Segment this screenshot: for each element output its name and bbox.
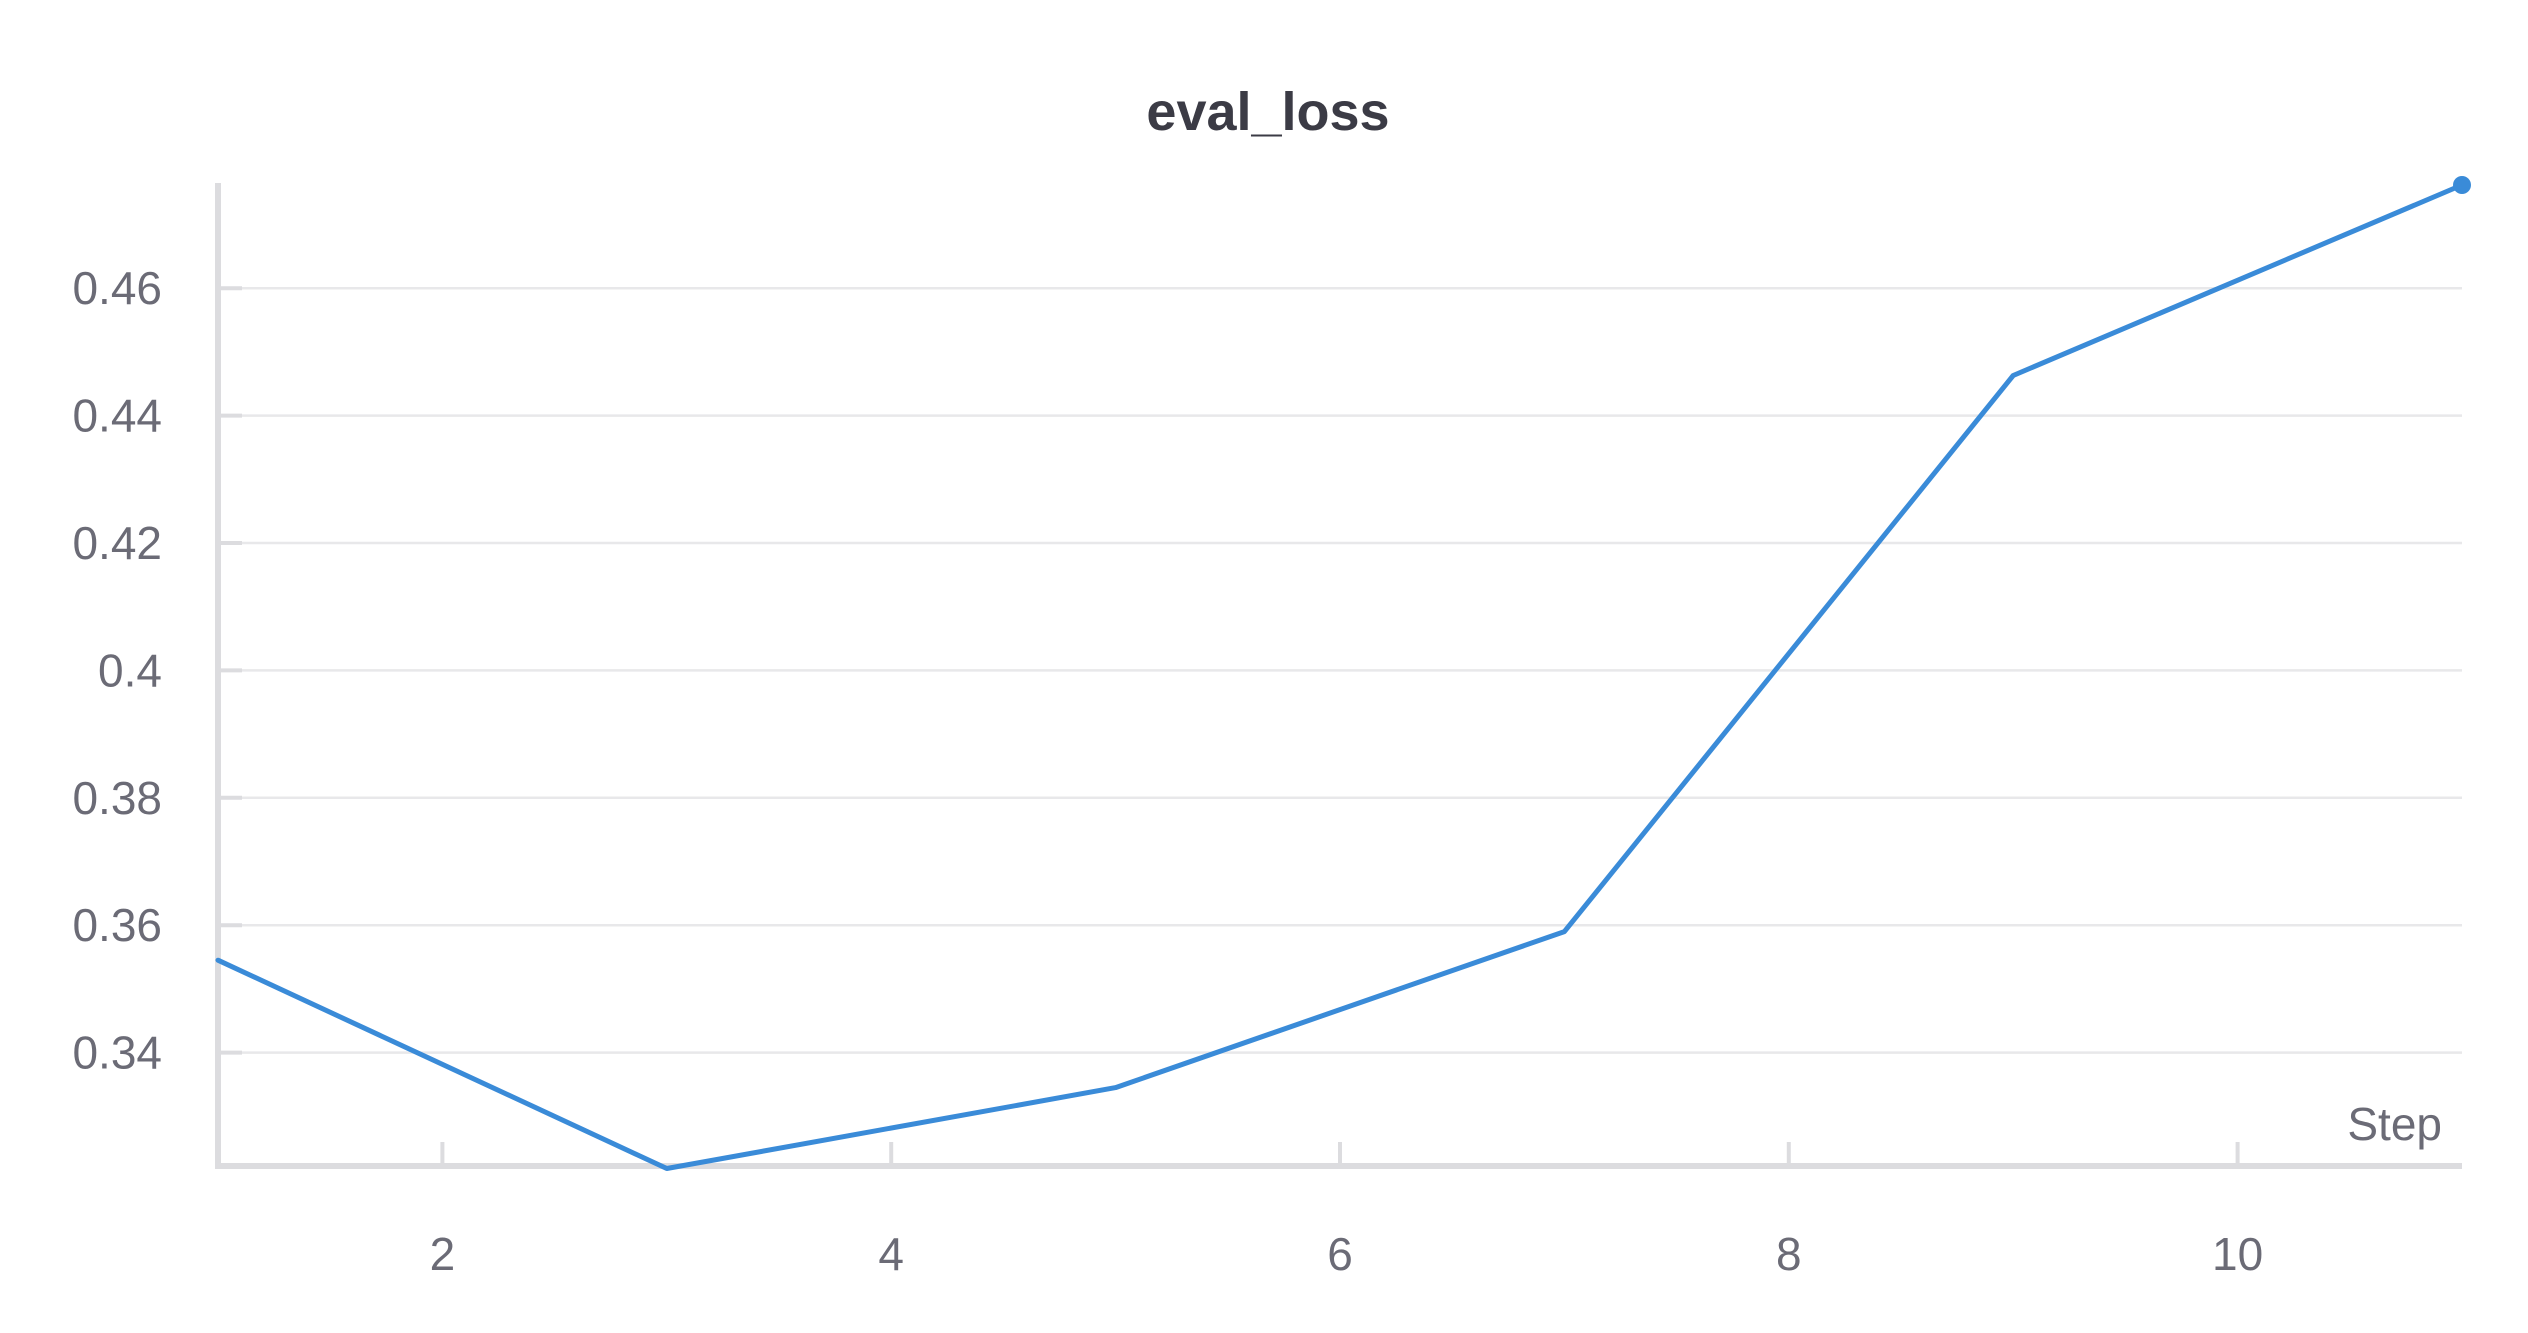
x-tick-label: 2: [430, 1228, 456, 1280]
y-tick-label: 0.44: [72, 390, 162, 442]
y-tick-label: 0.34: [72, 1027, 162, 1079]
axes: [215, 183, 2462, 1169]
y-tick-label: 0.42: [72, 517, 162, 569]
end-point-marker: [2453, 176, 2471, 194]
y-tick-label: 0.38: [72, 772, 162, 824]
y-tick-label: 0.36: [72, 899, 162, 951]
x-axis-title: Step: [2347, 1098, 2442, 1150]
y-tick-label: 0.4: [98, 644, 162, 696]
grid-lines: [218, 288, 2462, 1052]
x-tick-label: 6: [1327, 1228, 1353, 1280]
chart-title: eval_loss: [1146, 82, 1389, 142]
series-line: [218, 185, 2462, 1169]
x-tick-label: 8: [1776, 1228, 1802, 1280]
y-tick-label: 0.46: [72, 262, 162, 314]
x-tick-label: 4: [878, 1228, 904, 1280]
series-layer: [218, 176, 2471, 1169]
x-tick-label: 10: [2212, 1228, 2263, 1280]
